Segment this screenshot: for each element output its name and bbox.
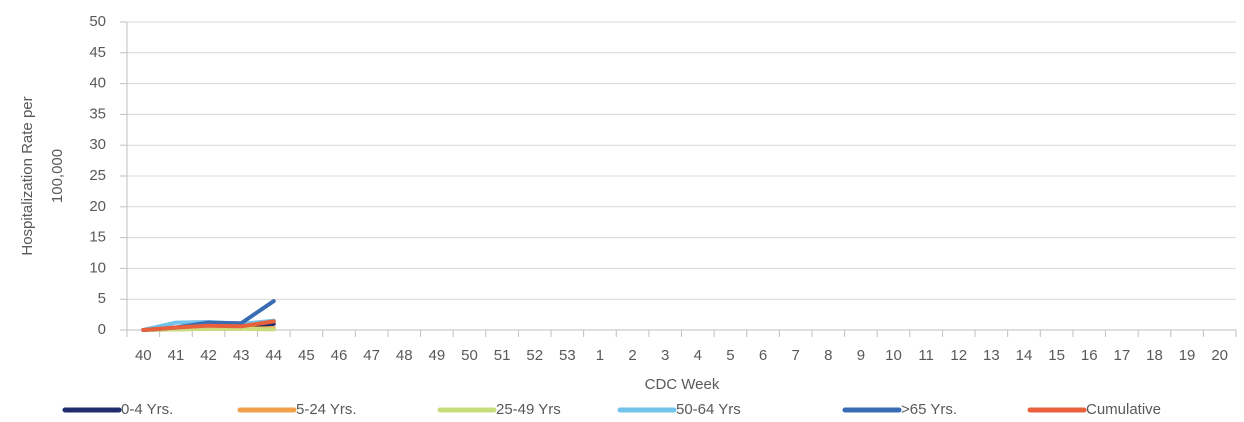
x-tick-label: 14 xyxy=(1016,347,1033,364)
x-tick-label: 47 xyxy=(363,347,380,364)
y-tick-label: 35 xyxy=(89,105,106,122)
x-tick-label: 16 xyxy=(1081,347,1098,364)
x-tick-label: 8 xyxy=(824,347,832,364)
y-tick-label: 25 xyxy=(89,167,106,184)
x-tick-label: 13 xyxy=(983,347,1000,364)
x-tick-label: 6 xyxy=(759,347,767,364)
x-tick-label: 19 xyxy=(1179,347,1196,364)
x-tick-label: 40 xyxy=(135,347,152,364)
x-tick-label: 15 xyxy=(1048,347,1065,364)
y-tick-label: 15 xyxy=(89,229,106,246)
y-tick-label: 0 xyxy=(98,321,106,338)
y-tick-label: 20 xyxy=(89,198,106,215)
x-tick-label: 45 xyxy=(298,347,315,364)
x-tick-label: 7 xyxy=(791,347,799,364)
legend-label: Cumulative xyxy=(1086,401,1161,418)
y-tick-label: 45 xyxy=(89,44,106,61)
y-tick-label: 30 xyxy=(89,136,106,153)
x-tick-label: 51 xyxy=(494,347,511,364)
y-tick-label: 50 xyxy=(89,13,106,30)
legend-label: >65 Yrs. xyxy=(901,401,957,418)
x-tick-label: 46 xyxy=(331,347,348,364)
y-tick-label: 40 xyxy=(89,75,106,92)
legend-label: 50-64 Yrs xyxy=(676,401,741,418)
x-tick-label: 11 xyxy=(918,347,934,364)
y-tick-label: 5 xyxy=(98,290,106,307)
x-tick-label: 2 xyxy=(628,347,636,364)
y-tick-label: 10 xyxy=(89,259,106,276)
x-tick-label: 53 xyxy=(559,347,576,364)
y-axis-label: 100,000 xyxy=(49,149,66,203)
x-tick-label: 20 xyxy=(1211,347,1228,364)
x-tick-label: 5 xyxy=(726,347,734,364)
x-tick-label: 41 xyxy=(168,347,185,364)
x-tick-label: 18 xyxy=(1146,347,1163,364)
series-line xyxy=(141,319,276,332)
legend-label: 5-24 Yrs. xyxy=(296,401,357,418)
x-tick-label: 9 xyxy=(857,347,865,364)
x-tick-label: 42 xyxy=(200,347,217,364)
x-tick-label: 48 xyxy=(396,347,413,364)
legend-label: 25-49 Yrs xyxy=(496,401,561,418)
x-tick-label: 12 xyxy=(950,347,967,364)
x-tick-label: 10 xyxy=(885,347,902,364)
x-tick-label: 4 xyxy=(694,347,702,364)
x-tick-label: 17 xyxy=(1113,347,1130,364)
x-tick-label: 3 xyxy=(661,347,669,364)
x-tick-label: 52 xyxy=(526,347,543,364)
x-tick-label: 43 xyxy=(233,347,250,364)
x-tick-label: 49 xyxy=(429,347,446,364)
y-axis-label: Hospitalization Rate per xyxy=(19,96,36,255)
legend-label: 0-4 Yrs. xyxy=(121,401,173,418)
x-tick-label: 1 xyxy=(596,347,604,364)
x-tick-label: 44 xyxy=(265,347,282,364)
x-axis-label: CDC Week xyxy=(645,376,720,393)
x-tick-label: 50 xyxy=(461,347,478,364)
